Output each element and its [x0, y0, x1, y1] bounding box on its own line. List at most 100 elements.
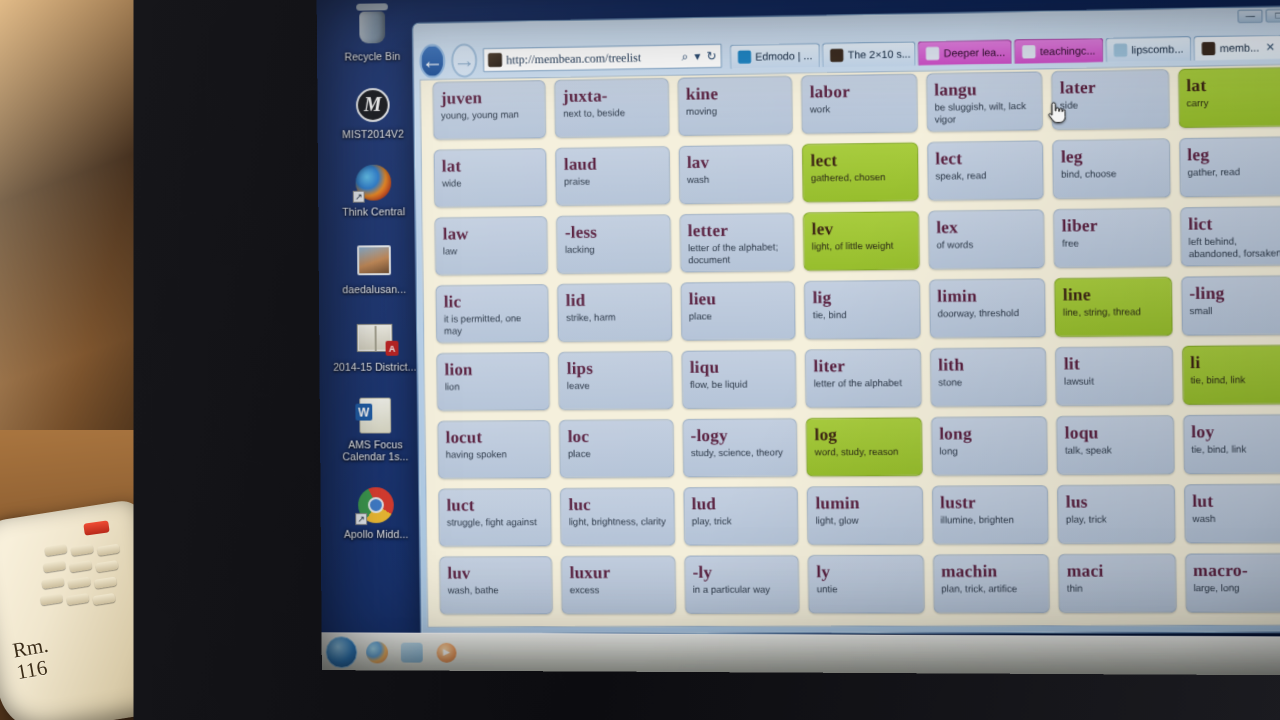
root-word-card[interactable]: labor work [801, 73, 918, 135]
root-word-card[interactable]: lev light, of little weight [803, 211, 920, 272]
root-word-card[interactable]: luc light, brightness, clarity [560, 487, 676, 547]
root-word-title: labor [809, 81, 851, 102]
root-word-definition: small [1189, 305, 1213, 318]
root-word-title: log [814, 424, 838, 445]
back-button[interactable]: ← [419, 43, 446, 79]
root-word-card[interactable]: luxur excess [561, 555, 676, 615]
root-word-card[interactable]: loc place [559, 419, 675, 479]
desktop-icon-daedalusan[interactable]: daedalusan... [326, 240, 421, 296]
root-word-card[interactable]: lut wash [1183, 483, 1280, 544]
tab-membean[interactable]: memb... ✕ [1193, 34, 1280, 61]
start-orb-icon[interactable] [325, 635, 358, 668]
root-word-card[interactable]: maci thin [1058, 553, 1177, 613]
root-word-card[interactable]: -less lacking [556, 214, 672, 274]
firefox-shortcut-icon: ↗ [352, 163, 394, 203]
root-word-title: limin [937, 286, 978, 306]
root-word-title: luxur [569, 562, 611, 583]
desktop-icon-apollo-middle[interactable]: ↗ Apollo Midd... [328, 485, 423, 541]
tab-the-2x10[interactable]: The 2×10 s... [822, 41, 917, 68]
root-word-card[interactable]: loqu talk, speak [1056, 415, 1175, 475]
root-word-card[interactable]: lat wide [433, 148, 548, 208]
root-word-card[interactable]: juven young, young man [432, 80, 547, 140]
tab-lipscomb[interactable]: lipscomb... [1105, 36, 1192, 63]
desktop-icon-recycle-bin[interactable]: Recycle Bin [325, 7, 420, 64]
tab-close-icon[interactable]: ✕ [1265, 41, 1276, 55]
root-word-card[interactable]: lig tie, bind [804, 279, 921, 340]
root-word-definition: illumine, brighten [940, 514, 1015, 527]
root-word-card[interactable]: leg bind, choose [1052, 138, 1171, 200]
desktop-icon-mist2014v2[interactable]: M MIST2014V2 [325, 85, 420, 142]
address-bar[interactable]: http://membean.com/treelist ⌕ ▾ ↻ [482, 43, 722, 73]
tab-deeper-learning[interactable]: Deeper lea... [918, 39, 1013, 66]
root-word-card[interactable]: ly untie [808, 554, 925, 614]
tab-teachingc[interactable]: teachingc... [1014, 37, 1104, 64]
root-word-card[interactable]: later side [1051, 69, 1170, 131]
root-word-card[interactable]: laud praise [555, 146, 671, 206]
desktop-icon-label: MIST2014V2 [342, 128, 404, 142]
desktop-icon-ams-focus-calendar[interactable]: W AMS Focus Calendar 1s... [328, 396, 424, 464]
root-word-card[interactable]: long long [930, 416, 1048, 476]
root-word-card[interactable]: machin plan, trick, artifice [932, 554, 1050, 614]
desktop-icon-think-central[interactable]: ↗ Think Central [326, 162, 421, 219]
root-word-card[interactable]: lieu place [680, 281, 796, 341]
root-word-card[interactable]: luct struggle, fight against [438, 488, 553, 547]
desktop-icon-district-pdf[interactable]: A 2014-15 District... [327, 318, 422, 374]
root-word-card[interactable]: lat carry [1177, 66, 1280, 129]
root-word-card[interactable]: lumin light, glow [807, 485, 924, 546]
root-word-card[interactable]: lit lawsuit [1055, 346, 1174, 407]
root-word-card[interactable]: lud play, trick [683, 486, 799, 546]
root-word-card[interactable]: lus play, trick [1057, 484, 1176, 544]
root-word-card[interactable]: langu be sluggish, wilt, lack vigor [925, 71, 1043, 133]
root-word-card[interactable]: law law [434, 216, 549, 276]
root-word-card[interactable]: lav wash [678, 144, 794, 205]
root-word-card[interactable]: liber free [1053, 207, 1172, 269]
root-word-card[interactable]: lips leave [558, 350, 674, 411]
chevron-down-icon[interactable]: ▾ [694, 49, 701, 64]
refresh-icon[interactable]: ↻ [706, 48, 717, 64]
root-word-card[interactable]: macro-large, long [1184, 553, 1280, 613]
tab-edmodo[interactable]: Edmodo | ... [729, 43, 821, 69]
root-word-card[interactable]: lith stone [929, 347, 1047, 408]
root-word-title: -logy [690, 425, 728, 446]
root-word-card[interactable]: locut having spoken [437, 420, 552, 479]
search-icon[interactable]: ⌕ [681, 48, 689, 64]
root-word-definition: be sluggish, wilt, lack vigor [934, 101, 1027, 126]
root-word-card[interactable]: luv wash, bathe [439, 556, 554, 615]
minimize-button[interactable]: — [1237, 9, 1263, 24]
root-word-card[interactable]: juxta-next to, beside [554, 77, 670, 138]
root-word-card[interactable]: lic it is permitted, one may [435, 284, 550, 344]
root-word-card[interactable]: liter letter of the alphabet [805, 348, 922, 409]
monitor-bezel: Recycle Bin M MIST2014V2 ↗ Think Central… [133, 0, 1280, 720]
root-word-card[interactable]: leg gather, read [1178, 136, 1280, 198]
maximize-button[interactable]: □ [1265, 8, 1280, 23]
root-word-card[interactable]: lect gathered, chosen [802, 142, 919, 203]
root-word-card[interactable]: letter letter of the alphabet; document [679, 212, 795, 273]
root-word-card[interactable]: lion lion [436, 352, 551, 412]
root-word-card[interactable]: kine moving [677, 75, 793, 136]
taskbar-item-media[interactable]: ▶ [432, 638, 462, 666]
root-word-card[interactable]: lect speak, read [926, 140, 1044, 201]
tab-favicon-icon [1202, 41, 1216, 56]
root-word-definition: excess [569, 585, 600, 597]
root-word-card[interactable]: log word, study, reason [806, 417, 923, 477]
root-word-definition: talk, speak [1064, 445, 1112, 457]
root-word-card[interactable]: -ly in a particular way [684, 555, 800, 614]
root-word-card[interactable]: lustr illumine, brighten [931, 485, 1049, 545]
photo-file-icon [353, 240, 395, 280]
root-word-card[interactable]: liqu flow, be liquid [681, 349, 797, 410]
taskbar-item-firefox[interactable] [362, 638, 392, 666]
taskbar-item-ie[interactable] [397, 638, 427, 666]
root-word-card[interactable]: limin doorway, threshold [928, 278, 1046, 339]
root-word-card[interactable]: lex of words [927, 209, 1045, 270]
root-word-card[interactable]: line line, string, thread [1054, 276, 1173, 338]
root-word-card[interactable]: lid strike, harm [557, 282, 673, 343]
address-bar-tools: ⌕ ▾ ↻ [681, 48, 716, 64]
root-word-card[interactable]: loy tie, bind, link [1182, 414, 1280, 475]
root-word-card[interactable]: lict left behind, abandoned, forsaken [1179, 205, 1280, 267]
root-word-card[interactable]: li tie, bind, link [1181, 344, 1280, 405]
root-word-card[interactable]: -ling small [1180, 275, 1280, 336]
forward-button[interactable]: → [450, 43, 478, 78]
root-word-card[interactable]: -logy study, science, theory [682, 418, 798, 478]
root-word-title: liter [813, 356, 846, 376]
root-word-title: laud [563, 154, 597, 174]
